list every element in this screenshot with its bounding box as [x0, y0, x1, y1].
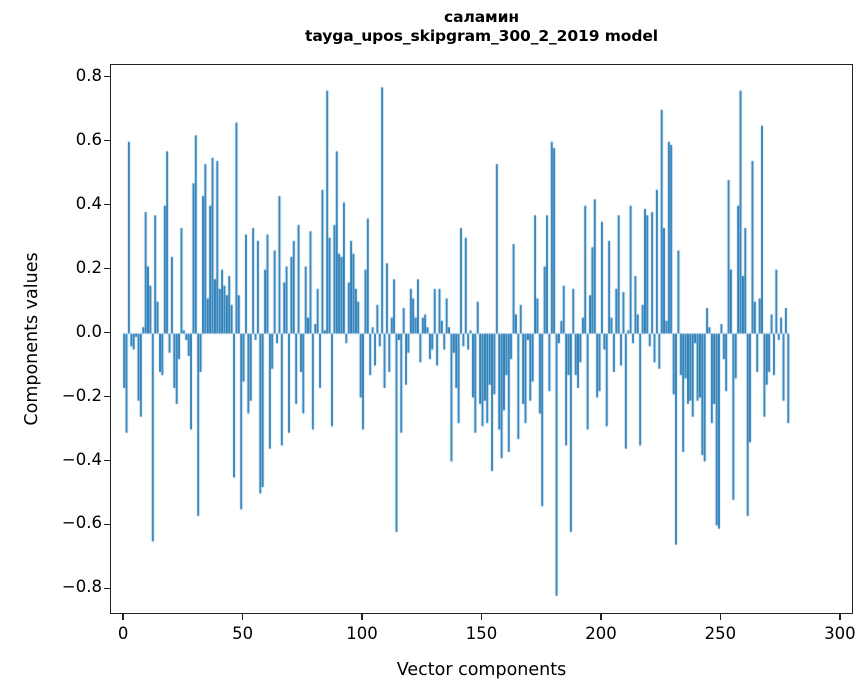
- x-tick-mark: [480, 614, 483, 620]
- y-tick-label: 0.0: [75, 321, 102, 341]
- x-tick-label: 300: [824, 624, 856, 643]
- x-tick-label: 150: [465, 624, 498, 643]
- y-tick-label: 0.6: [75, 129, 102, 149]
- x-tick-label: 250: [704, 624, 737, 643]
- chart-title-line2: tayga_upos_skipgram_300_2_2019 model: [305, 26, 658, 45]
- y-tick-mark: [104, 76, 110, 78]
- y-tick-label: 0.4: [75, 193, 102, 213]
- x-tick-label: 100: [346, 624, 378, 643]
- y-tick-mark: [104, 331, 110, 334]
- x-tick-mark: [361, 614, 363, 620]
- chart-title-line1: саламин: [444, 8, 519, 26]
- x-tick-label: 50: [232, 624, 254, 643]
- y-tick-label: −0.6: [61, 513, 102, 533]
- x-tick-mark: [719, 614, 722, 620]
- y-tick-label: 0.2: [75, 257, 102, 277]
- y-tick-label: −0.8: [61, 577, 102, 597]
- y-tick-label: −0.4: [61, 449, 102, 469]
- y-tick-mark: [104, 140, 110, 142]
- chart-title: саламин tayga_upos_skipgram_300_2_2019 m…: [110, 8, 853, 46]
- y-tick-mark: [104, 204, 110, 206]
- x-axis-label: Vector components: [396, 660, 567, 680]
- y-tick-mark: [104, 395, 110, 398]
- y-tick-mark: [104, 459, 110, 462]
- x-tick-mark: [600, 614, 602, 620]
- x-tick-label: 200: [585, 624, 617, 643]
- y-tick-label: 0.8: [75, 65, 102, 85]
- y-tick-mark: [104, 587, 110, 590]
- y-tick-mark: [104, 523, 110, 526]
- y-tick-mark: [104, 268, 110, 270]
- x-tick-mark: [241, 614, 244, 620]
- plot-axes: [110, 64, 853, 614]
- y-tick-label: −0.2: [61, 385, 102, 405]
- x-tick-label: 0: [117, 624, 129, 643]
- x-tick-mark: [122, 614, 124, 620]
- x-tick-mark: [839, 614, 841, 620]
- bar-series-canvas: [111, 65, 852, 613]
- y-axis-label: Components values: [22, 252, 42, 426]
